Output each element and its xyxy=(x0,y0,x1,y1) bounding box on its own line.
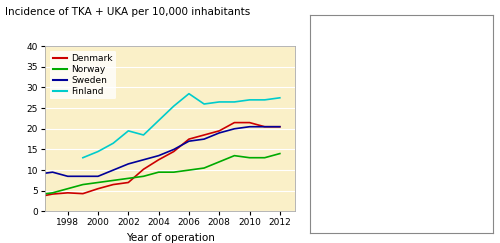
Norway xyxy=(80,183,86,186)
Norway xyxy=(126,177,132,180)
Denmark xyxy=(171,150,177,153)
Denmark xyxy=(201,134,207,137)
Denmark xyxy=(95,187,101,190)
Text: Incidence of TKA + UKA per 10,000 inhabitants: Incidence of TKA + UKA per 10,000 inhabi… xyxy=(5,7,250,17)
Norway xyxy=(246,156,252,159)
Norway xyxy=(262,156,268,159)
Sweden xyxy=(277,125,283,128)
Finland xyxy=(277,96,283,99)
Finland xyxy=(110,142,116,145)
Line: Sweden: Sweden xyxy=(38,127,280,176)
Norway xyxy=(171,171,177,174)
Denmark xyxy=(232,121,237,124)
Legend: Denmark, Norway, Sweden, Finland: Denmark, Norway, Sweden, Finland xyxy=(50,51,116,99)
Finland xyxy=(201,103,207,105)
Sweden xyxy=(140,158,146,161)
Sweden xyxy=(110,169,116,172)
Denmark xyxy=(186,138,192,140)
Sweden xyxy=(246,125,252,128)
Denmark xyxy=(140,168,146,171)
Sweden xyxy=(232,127,237,130)
Norway xyxy=(34,193,40,196)
Denmark xyxy=(262,125,268,128)
Finland xyxy=(232,101,237,104)
Denmark xyxy=(50,193,56,196)
Norway xyxy=(95,181,101,184)
Norway xyxy=(201,167,207,170)
Norway xyxy=(50,191,56,194)
Finland xyxy=(186,92,192,95)
Norway xyxy=(277,152,283,155)
Finland xyxy=(80,156,86,159)
Norway xyxy=(232,154,237,157)
Denmark xyxy=(34,195,40,198)
Norway xyxy=(110,179,116,182)
X-axis label: Year of operation: Year of operation xyxy=(126,233,214,243)
Norway xyxy=(216,160,222,163)
Sweden xyxy=(80,175,86,178)
Norway xyxy=(186,169,192,172)
Finland xyxy=(262,98,268,101)
Sweden xyxy=(64,175,70,178)
Finland xyxy=(126,129,132,132)
Norway xyxy=(156,171,162,174)
Denmark xyxy=(216,129,222,132)
Sweden xyxy=(216,131,222,134)
Sweden xyxy=(156,154,162,157)
Denmark xyxy=(246,121,252,124)
Finland xyxy=(216,101,222,104)
Finland xyxy=(171,104,177,107)
Denmark xyxy=(126,181,132,184)
Sweden xyxy=(34,173,40,176)
Sweden xyxy=(201,138,207,140)
Denmark xyxy=(110,183,116,186)
Finland xyxy=(246,98,252,101)
Sweden xyxy=(262,125,268,128)
Norway xyxy=(64,187,70,190)
Line: Norway: Norway xyxy=(38,154,280,195)
Sweden xyxy=(95,175,101,178)
Denmark xyxy=(64,191,70,194)
Sweden xyxy=(186,140,192,143)
Line: Denmark: Denmark xyxy=(38,122,280,197)
Finland xyxy=(95,150,101,153)
Denmark xyxy=(277,125,283,128)
Denmark xyxy=(80,192,86,195)
Norway xyxy=(140,175,146,178)
Sweden xyxy=(126,162,132,165)
Denmark xyxy=(156,158,162,161)
Sweden xyxy=(171,148,177,151)
Line: Finland: Finland xyxy=(83,94,280,158)
Finland xyxy=(156,119,162,122)
Finland xyxy=(140,134,146,137)
Sweden xyxy=(50,171,56,174)
